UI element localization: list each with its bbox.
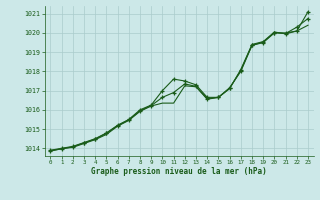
X-axis label: Graphe pression niveau de la mer (hPa): Graphe pression niveau de la mer (hPa) [91, 167, 267, 176]
